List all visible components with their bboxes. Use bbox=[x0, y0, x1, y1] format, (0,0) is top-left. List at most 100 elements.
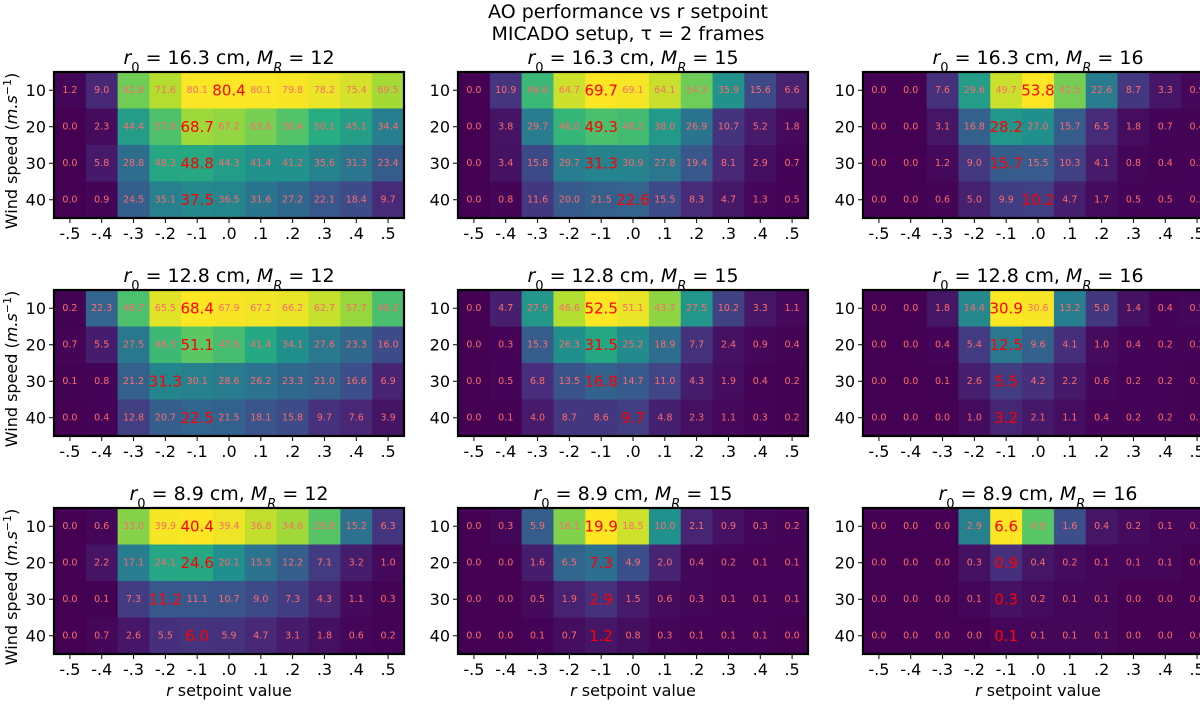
cell-value-label: 0.4 bbox=[753, 376, 768, 387]
cell-value-label: 9.0 bbox=[253, 594, 268, 605]
cell-value-label: 71.6 bbox=[155, 85, 176, 96]
cell-value-label: 1.1 bbox=[1062, 412, 1077, 423]
cell-value-label: 44.3 bbox=[218, 158, 239, 169]
cell-value-label: 2.1 bbox=[689, 521, 704, 532]
heatmap-panel-8: 0.00.00.02.96.64.91.60.40.20.10.10.00.00… bbox=[835, 483, 1200, 700]
cell-value-label: 37.5 bbox=[180, 191, 213, 209]
cell-value-label: 49.3 bbox=[584, 118, 617, 136]
cell-value-label: 48.7 bbox=[123, 303, 144, 314]
cell-value-label: 0.5 bbox=[1158, 194, 1173, 205]
cell-value-label: 0.0 bbox=[903, 412, 918, 423]
x-tick-label: -.5 bbox=[868, 660, 889, 679]
cell-value-label: 24.1 bbox=[155, 557, 176, 568]
cell-value-label: 1.5 bbox=[625, 594, 640, 605]
x-tick-label: -.4 bbox=[91, 442, 112, 461]
cell-value-label: 0.0 bbox=[871, 594, 886, 605]
x-tick-label: .4 bbox=[1158, 660, 1173, 679]
cell-value-label: 3.1 bbox=[285, 630, 300, 641]
cell-value-label: 9.7 bbox=[381, 194, 396, 205]
cell-value-label: 16.8 bbox=[964, 121, 985, 132]
cell-value-label: 31.6 bbox=[250, 194, 271, 205]
cell-value-label: 28.6 bbox=[218, 376, 239, 387]
cell-value-label: 0.0 bbox=[871, 376, 886, 387]
cell-value-label: 2.6 bbox=[126, 630, 141, 641]
x-axis-label: r setpoint value bbox=[166, 681, 292, 700]
cell-value-label: 19.4 bbox=[686, 158, 707, 169]
cell-value-label: 34.1 bbox=[282, 339, 303, 350]
figure-title-line1: AO performance vs r setpoint bbox=[488, 1, 768, 23]
cell-value-label: 4.1 bbox=[1094, 158, 1109, 169]
cell-value-label: 1.8 bbox=[1126, 121, 1141, 132]
x-tick-label: -.3 bbox=[932, 224, 953, 243]
cell-value-label: 18.1 bbox=[250, 412, 271, 423]
cell-value-label: 80.4 bbox=[212, 81, 245, 99]
cell-value-label: 30.1 bbox=[187, 376, 208, 387]
cell-value-label: 0.0 bbox=[498, 557, 513, 568]
x-tick-label: -.4 bbox=[91, 660, 112, 679]
cell-value-label: 53.8 bbox=[1021, 81, 1054, 99]
cell-value-label: 15.5 bbox=[250, 557, 271, 568]
cell-value-label: 0.0 bbox=[871, 85, 886, 96]
x-tick-label: -.4 bbox=[495, 442, 516, 461]
y-tick-label: 20 bbox=[430, 553, 450, 572]
x-tick-label: -.1 bbox=[591, 442, 612, 461]
cell-value-label: 15.2 bbox=[346, 521, 367, 532]
y-tick-label: 20 bbox=[26, 335, 46, 354]
cell-value-label: 4.7 bbox=[253, 630, 268, 641]
cell-value-label: 28.2 bbox=[989, 118, 1022, 136]
x-tick-label: .0 bbox=[1030, 660, 1045, 679]
x-tick-label: .1 bbox=[657, 660, 672, 679]
cell-value-label: 0.0 bbox=[1190, 594, 1200, 605]
cell-value-label: 0.0 bbox=[903, 121, 918, 132]
cell-value-label: 0.0 bbox=[62, 121, 77, 132]
x-tick-label: -.4 bbox=[900, 660, 921, 679]
cell-value-label: 0.1 bbox=[935, 376, 950, 387]
cell-value-label: 2.2 bbox=[1062, 376, 1077, 387]
cell-value-label: 0.2 bbox=[1158, 339, 1173, 350]
y-tick-label: 10 bbox=[430, 81, 450, 100]
cell-value-label: 1.6 bbox=[530, 557, 545, 568]
cell-value-label: 31.3 bbox=[584, 154, 617, 172]
cell-value-label: 16.6 bbox=[346, 376, 367, 387]
cell-value-label: 0.3 bbox=[381, 594, 396, 605]
x-tick-label: .5 bbox=[784, 442, 799, 461]
cell-value-label: 0.4 bbox=[1094, 412, 1109, 423]
cell-value-label: 0.0 bbox=[1126, 594, 1141, 605]
cell-value-label: 3.3 bbox=[753, 303, 768, 314]
cell-value-label: 0.1 bbox=[1190, 412, 1200, 423]
y-tick-label: 40 bbox=[835, 626, 855, 645]
cell-value-label: 27.5 bbox=[686, 303, 707, 314]
x-tick-label: -.1 bbox=[996, 224, 1017, 243]
cell-value-label: 35.1 bbox=[155, 194, 176, 205]
y-axis-label: Wind speed (m.s−1) bbox=[1, 509, 22, 665]
cell-value-label: 0.3 bbox=[689, 594, 704, 605]
cell-value-label: 0.3 bbox=[1190, 194, 1200, 205]
cell-value-label: 13.5 bbox=[559, 376, 580, 387]
cell-value-label: 14.4 bbox=[964, 303, 985, 314]
x-tick-label: .4 bbox=[349, 442, 364, 461]
y-tick-label: 30 bbox=[26, 154, 46, 173]
x-tick-label: .4 bbox=[753, 224, 768, 243]
cell-value-label: 0.0 bbox=[903, 339, 918, 350]
cell-value-label: 0.2 bbox=[62, 303, 77, 314]
cell-value-label: 80.1 bbox=[187, 85, 208, 96]
cell-value-label: 65.5 bbox=[155, 303, 176, 314]
cell-value-label: 0.1 bbox=[1190, 376, 1200, 387]
cell-value-label: 0.2 bbox=[1030, 594, 1045, 605]
cell-value-label: 0.0 bbox=[903, 557, 918, 568]
x-tick-label: -.5 bbox=[59, 224, 80, 243]
cell-value-label: 0.0 bbox=[935, 521, 950, 532]
cell-value-label: 10.2 bbox=[718, 303, 739, 314]
x-tick-label: -.4 bbox=[91, 224, 112, 243]
cell-value-label: 0.3 bbox=[1190, 158, 1200, 169]
x-tick-label: .2 bbox=[1094, 224, 1109, 243]
cell-value-label: 0.0 bbox=[935, 412, 950, 423]
cell-value-label: 6.3 bbox=[381, 521, 396, 532]
x-tick-label: -.2 bbox=[155, 442, 176, 461]
cell-value-label: 0.8 bbox=[94, 376, 109, 387]
x-tick-label: -.5 bbox=[463, 660, 484, 679]
cell-value-label: 0.6 bbox=[1094, 376, 1109, 387]
cell-value-label: 0.4 bbox=[1030, 557, 1045, 568]
x-tick-label: -.3 bbox=[123, 224, 144, 243]
